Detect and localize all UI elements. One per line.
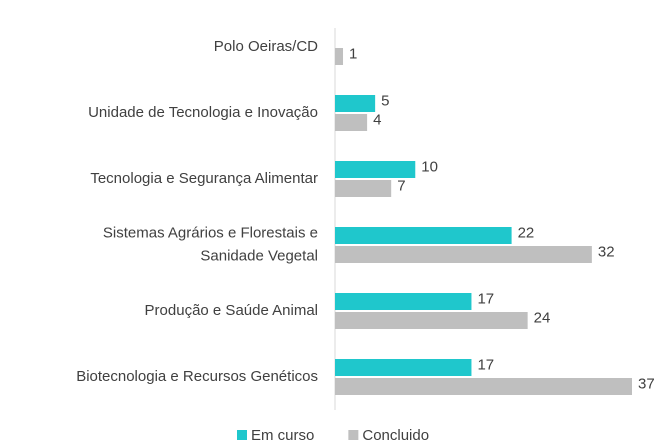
bar	[335, 227, 512, 244]
bar	[335, 312, 528, 329]
bar	[335, 161, 416, 178]
category-label: Produção e Saúde Animal	[145, 302, 318, 319]
category-label: Polo Oeiras/CD	[214, 38, 318, 55]
category-label: Tecnologia e Segurança Alimentar	[90, 170, 318, 187]
category-label: Unidade de Tecnologia e Inovação	[88, 104, 318, 121]
bar	[335, 48, 344, 65]
bar	[335, 246, 592, 263]
legend-label: Concluido	[362, 427, 429, 444]
value-label: 22	[518, 224, 535, 241]
value-label: 37	[638, 375, 655, 392]
value-label: 24	[534, 309, 551, 326]
value-label: 1	[349, 45, 357, 62]
category-label: Sistemas Agrários e Florestais e Sanidade…	[103, 224, 318, 264]
bar	[335, 95, 376, 112]
value-label: 5	[381, 92, 389, 109]
value-label: 17	[477, 290, 494, 307]
legend-label: Em curso	[251, 427, 314, 444]
bar	[335, 359, 472, 376]
bar	[335, 114, 368, 131]
bar	[335, 293, 472, 310]
legend-swatch	[348, 430, 359, 440]
value-label: 7	[397, 177, 405, 194]
bar	[335, 180, 392, 197]
bar	[335, 378, 632, 395]
category-label: Biotecnologia e Recursos Genéticos	[76, 368, 318, 385]
legend-swatch	[237, 430, 247, 440]
value-label: 17	[477, 356, 494, 373]
value-label: 4	[373, 111, 381, 128]
value-label: 32	[598, 243, 615, 260]
value-label: 10	[421, 158, 438, 175]
